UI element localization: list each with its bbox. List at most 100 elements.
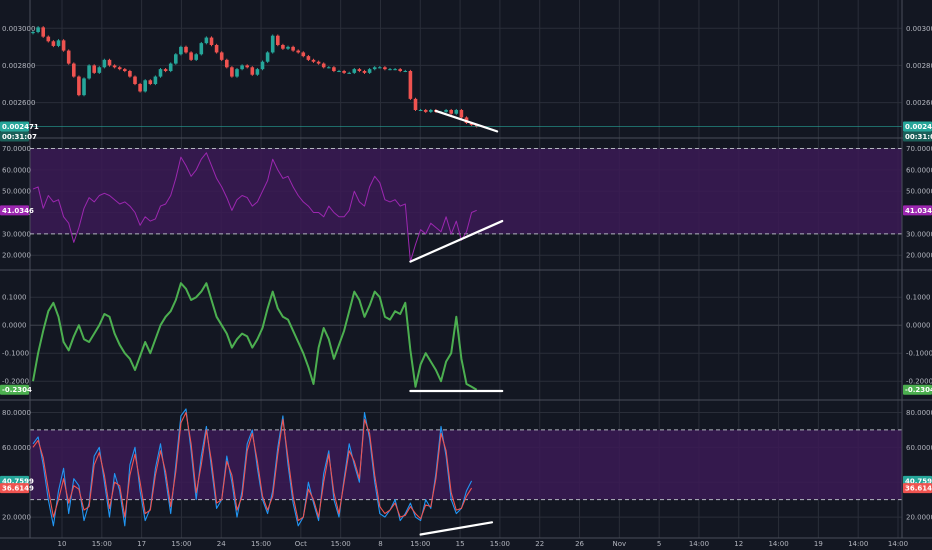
candle-body: [214, 45, 219, 53]
stoch-pane[interactable]: [32, 408, 494, 536]
candle-body: [255, 69, 260, 75]
candle-body: [77, 76, 81, 96]
candle-body: [46, 36, 51, 42]
candle-body: [87, 65, 91, 79]
candle-body: [342, 71, 346, 73]
y-tick-label-right: 0.002600: [906, 99, 932, 107]
candle-body: [357, 69, 362, 71]
stoch-d-badge: 36.6149: [2, 485, 34, 493]
price-pane[interactable]: [30, 26, 902, 133]
countdown-badge-bg: [903, 131, 932, 142]
candle-body: [168, 63, 173, 71]
stoch-d-badge-bg: [903, 483, 932, 494]
trendline: [419, 521, 494, 536]
candle-body: [163, 69, 168, 71]
candle-body: [230, 67, 234, 77]
x-tick-label: 15: [456, 540, 465, 548]
candle-body: [291, 46, 295, 51]
candle-body: [454, 110, 459, 114]
price-badge-bg: [0, 121, 29, 132]
stoch-d-badge-bg: [0, 483, 29, 494]
countdown-badge: 00:31:07: [905, 133, 932, 141]
x-tick-label: Nov: [612, 540, 626, 548]
x-tick-label: 10: [58, 540, 67, 548]
y-tick-label-left: 60.0000: [2, 444, 31, 452]
ao-badge: -0.2304: [2, 386, 32, 394]
candle-body: [378, 67, 382, 69]
x-tick-label: 15:00: [251, 540, 271, 548]
y-tick-label-left: 70.0000: [2, 145, 31, 153]
y-tick-label-right: 70.0000: [906, 145, 932, 153]
candle-body: [174, 54, 178, 64]
y-tick-label-right: 60.0000: [906, 444, 932, 452]
candle-body: [112, 65, 117, 68]
y-tick-label-right: 50.0000: [906, 188, 932, 196]
price-badge: 0.002471: [2, 123, 39, 131]
candle-body: [179, 46, 183, 55]
y-tick-label-left: 30.0000: [2, 230, 31, 238]
candle-body: [117, 67, 122, 70]
candle-body: [138, 84, 142, 92]
ao-pane[interactable]: [32, 282, 504, 393]
stoch-d-line: [32, 411, 473, 522]
x-tick-label: 14:00: [848, 540, 868, 548]
x-tick-label: 19: [814, 540, 823, 548]
x-tick-label: Oct: [295, 540, 307, 548]
candle-body: [194, 54, 198, 60]
y-tick-label-right: 60.0000: [906, 166, 932, 174]
y-tick-label-left: 0.002800: [2, 62, 35, 70]
y-tick-label-left: 50.0000: [2, 188, 31, 196]
candle-body: [260, 61, 265, 70]
candle-body: [219, 52, 224, 60]
candle-body: [133, 76, 137, 84]
candle-body: [321, 63, 326, 68]
candle-body: [245, 65, 249, 68]
y-tick-label-right: 0.003000: [906, 25, 932, 33]
candle-body: [286, 46, 290, 49]
candle-body: [418, 110, 423, 111]
x-axis: 10 15:00 17 15:00 24 15:00 Oct 15:00 8 15:00 15 15:…: [58, 540, 909, 548]
candle-body: [158, 69, 163, 77]
x-tick-label: 15:00: [410, 540, 430, 548]
y-tick-label-left: 0.003000: [2, 25, 35, 33]
candle-body: [332, 67, 336, 71]
x-tick-label: 5: [657, 540, 661, 548]
candle-body: [92, 65, 96, 73]
x-tick-label: 15:00: [490, 540, 510, 548]
candle-body: [31, 32, 35, 34]
ao-badge-bg: [0, 384, 29, 395]
rsi-pane[interactable]: [32, 152, 504, 263]
candle-body: [51, 41, 56, 46]
candle-body: [327, 67, 331, 69]
candle-body: [393, 69, 397, 71]
candle-body: [204, 37, 209, 44]
candle-body: [184, 46, 188, 53]
candle-body: [148, 80, 153, 84]
candle-body: [423, 110, 428, 112]
x-tick-label: 15:00: [92, 540, 112, 548]
rsi-badge-bg: [903, 205, 932, 216]
candle-body: [36, 27, 40, 32]
candle-body: [102, 59, 107, 68]
candle-body: [362, 71, 367, 73]
x-tick-label: 14:00: [768, 540, 788, 548]
candle-body: [367, 69, 372, 73]
y-tick-label-right: 30.0000: [906, 230, 932, 238]
candle-body: [240, 65, 244, 70]
stoch-k-badge: 40.7599: [905, 477, 932, 485]
candle-body: [429, 110, 433, 112]
candle-body: [347, 72, 351, 74]
y-tick-label-left: 0.002600: [2, 99, 35, 107]
candle-body: [270, 35, 275, 53]
candle-body: [56, 40, 61, 46]
candle-body: [383, 67, 387, 70]
y-tick-label-right: -0.1000: [906, 350, 932, 358]
price-badge-bg: [903, 121, 932, 132]
candle-body: [352, 69, 357, 73]
trendline: [409, 219, 504, 263]
candle-body: [189, 52, 193, 60]
candle-body: [281, 45, 285, 49]
x-tick-label: 12: [734, 540, 743, 548]
